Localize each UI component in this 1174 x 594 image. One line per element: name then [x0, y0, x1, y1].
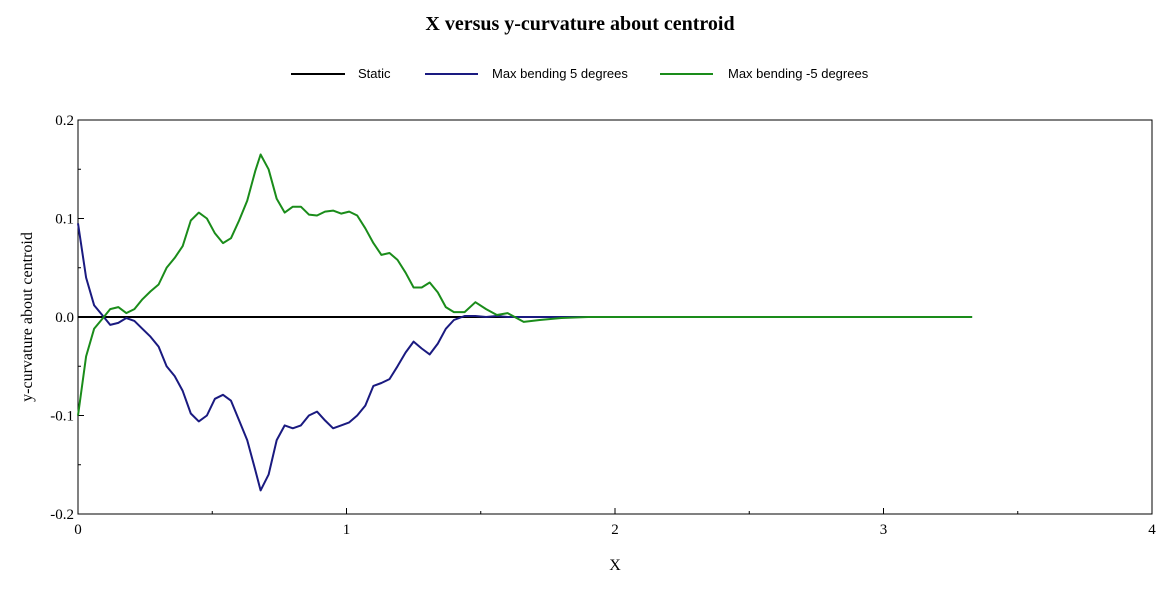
x-tick-label: 2 [611, 522, 619, 538]
y-tick-label: 0.1 [55, 212, 74, 228]
chart-title: X versus y-curvature about centroid [425, 13, 734, 35]
series-line-2 [77, 223, 637, 492]
series-layer [77, 153, 973, 492]
legend: Static Max bending 5 degrees Max bending -… [291, 66, 869, 81]
legend-label-3: Max bending -5 degrees [728, 66, 869, 81]
series-line-3 [77, 153, 973, 416]
y-tick-label: 0.2 [55, 113, 74, 129]
axis-ticks: 0 1 2 3 4 -0.2 -0.1 0.0 0.1 0.2 [50, 113, 1156, 538]
y-tick-label: 0.0 [55, 310, 74, 326]
y-tick-label: -0.2 [50, 507, 74, 523]
x-tick-label: 3 [880, 522, 888, 538]
x-tick-label: 0 [74, 522, 82, 538]
y-axis-label: y-curvature about centroid [19, 232, 36, 402]
x-tick-label: 1 [343, 522, 351, 538]
legend-label-1: Static [358, 66, 391, 81]
legend-label-2: Max bending 5 degrees [492, 66, 628, 81]
y-tick-label: -0.1 [50, 409, 74, 425]
x-tick-label: 4 [1148, 522, 1156, 538]
x-axis-label: X [609, 557, 621, 574]
